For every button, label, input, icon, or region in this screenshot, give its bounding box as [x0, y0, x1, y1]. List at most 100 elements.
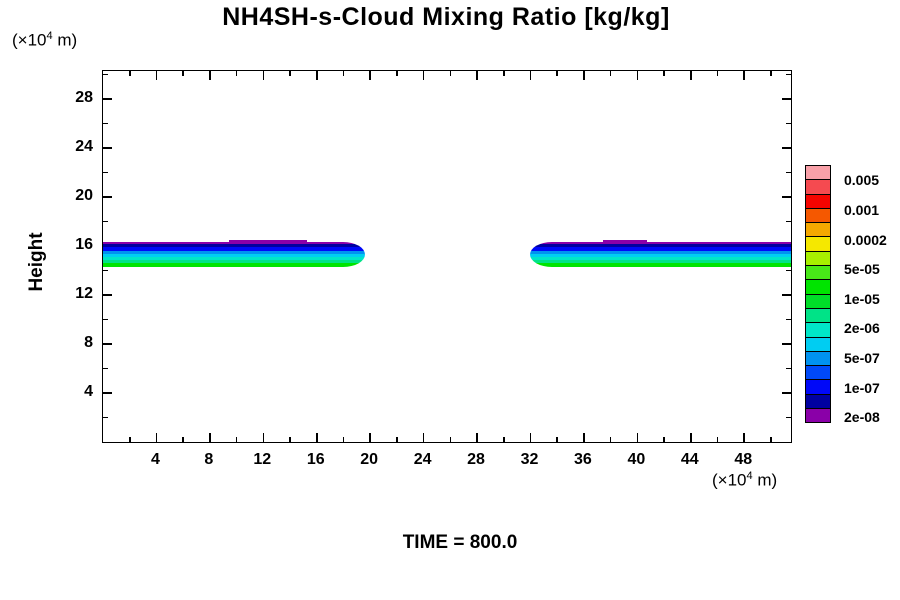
y-tick [786, 318, 791, 321]
y-tick [103, 122, 108, 125]
colorbar-swatch [805, 250, 831, 267]
cloud-contour-layer [530, 246, 791, 251]
y-tick [786, 122, 791, 125]
cloud-contour-layer [530, 243, 791, 247]
y-tick [103, 416, 108, 419]
x-tick [556, 437, 558, 442]
y-tick [103, 367, 108, 370]
colorbar-level-label: 0.0002 [844, 231, 887, 248]
colorbar-swatch [805, 265, 831, 281]
y-tick-label: 8 [84, 334, 93, 352]
y-tick [103, 269, 108, 272]
y-tick-label: 28 [75, 89, 93, 107]
cloud-contour-layer [530, 241, 791, 244]
x-tick [743, 71, 746, 80]
plot-area [102, 70, 792, 443]
x-tick [182, 437, 184, 442]
colorbar-swatch [805, 393, 831, 410]
x-tick [235, 437, 238, 442]
x-tick [209, 433, 211, 442]
x-tick [743, 433, 746, 442]
x-tick [770, 437, 772, 442]
x-tick [636, 433, 639, 442]
y-tick [782, 392, 791, 394]
time-annotation: TIME = 800.0 [402, 532, 518, 553]
x-tick [289, 71, 291, 76]
colorbar-swatch [805, 179, 831, 195]
x-tick-label: 44 [680, 451, 699, 468]
y-tick-label: 16 [75, 236, 93, 254]
x-unit-suffix: m) [752, 470, 778, 490]
x-tick [342, 437, 345, 442]
x-tick [235, 71, 238, 76]
colorbar-level-label: 1e-05 [844, 290, 880, 307]
x-tick [128, 437, 131, 442]
y-tick [103, 147, 112, 149]
x-tick [128, 71, 131, 76]
y-tick [103, 196, 112, 198]
y-tick-label: 12 [75, 285, 93, 303]
x-tick [155, 433, 158, 442]
y-tick [103, 220, 108, 223]
cloud-contour-layer [530, 256, 791, 260]
x-tick [315, 433, 318, 442]
y-unit-suffix: m) [52, 30, 78, 50]
x-tick-label: 48 [734, 451, 753, 468]
y-tick [786, 269, 791, 272]
colorbar-level-label: 1e-07 [844, 379, 880, 396]
x-tick [422, 71, 425, 80]
colorbar-swatch [805, 322, 831, 338]
x-tick [262, 71, 265, 80]
x-tick-label: 8 [204, 451, 214, 468]
x-tick [770, 71, 772, 76]
x-tick [342, 71, 345, 76]
x-tick [449, 71, 452, 76]
cloud-contour-layer [530, 262, 791, 267]
colorbar-level-label: 5e-05 [844, 261, 880, 278]
y-tick [782, 196, 791, 198]
x-tick [556, 71, 558, 76]
y-tick [103, 392, 112, 394]
colorbar-swatch [805, 236, 831, 252]
colorbar-swatch [805, 207, 831, 224]
x-unit-exponent: 4 [746, 470, 753, 482]
y-axis-unit-label: (×104 m) [12, 30, 77, 51]
cloud-contour-layer [103, 243, 365, 247]
x-tick-label: 20 [360, 451, 379, 468]
x-tick [716, 437, 719, 442]
y-tick-label: 4 [84, 383, 93, 401]
cloud-top-contour-bump [602, 240, 647, 243]
y-tick [782, 294, 791, 296]
cloud-contour-layer [530, 259, 791, 263]
x-tick [369, 71, 371, 80]
x-tick [262, 433, 265, 442]
x-tick [690, 433, 692, 442]
colorbar-swatch [805, 350, 831, 367]
x-tick [449, 437, 452, 442]
plot-title: NH4SH-s-Cloud Mixing Ratio [kg/kg] [222, 3, 670, 31]
x-tick [396, 71, 398, 76]
x-tick [209, 71, 211, 80]
y-tick [103, 73, 108, 76]
cloud-contour-layer [530, 253, 791, 257]
colorbar-swatch [805, 279, 831, 295]
y-tick [786, 171, 791, 174]
colorbar [805, 165, 831, 424]
colorbar-level-label: 2e-08 [844, 409, 880, 426]
x-tick [476, 71, 478, 80]
y-tick [103, 343, 112, 345]
x-tick [529, 71, 532, 80]
x-axis-unit-label: (×104 m) [712, 470, 777, 491]
right-cloud-band [530, 241, 791, 267]
colorbar-swatch [805, 307, 831, 324]
x-tick-label: 32 [520, 451, 539, 468]
colorbar-level-label: 0.001 [844, 201, 880, 218]
colorbar-level-label: 2e-06 [844, 320, 880, 337]
x-tick [609, 71, 612, 76]
cloud-contour-layer [103, 259, 365, 263]
x-tick-label: 28 [467, 451, 485, 468]
x-tick-label: 36 [574, 451, 592, 468]
cloud-contour-layer [103, 256, 365, 260]
x-tick [502, 71, 505, 76]
